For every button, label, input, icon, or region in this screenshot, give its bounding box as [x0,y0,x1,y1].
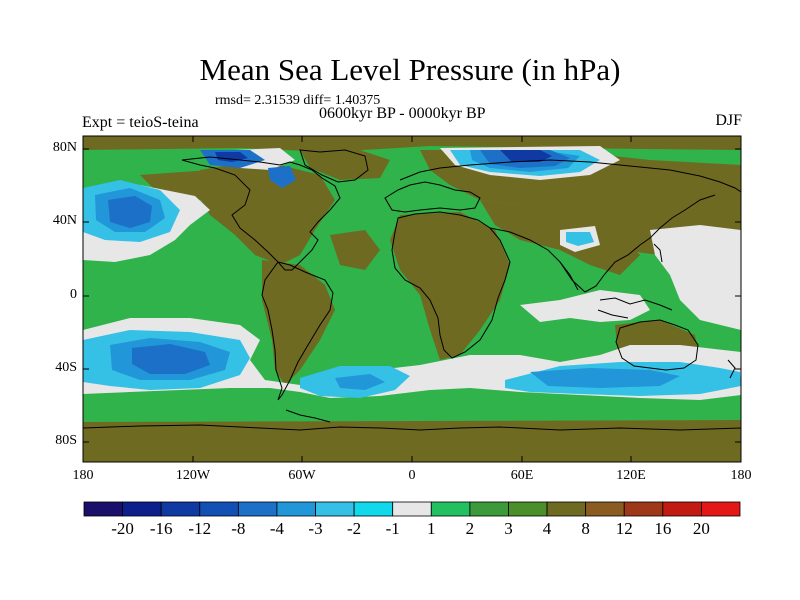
lon-label: 120E [616,468,646,483]
colorbar-swatch [623,501,664,517]
colorbar-swatch [430,501,471,517]
colorbar-label: -2 [347,519,362,538]
colorbar-label: -8 [231,519,246,538]
colorbar-swatch [199,501,239,517]
colorbar-label: -4 [269,519,285,538]
colorbar-swatch [701,501,741,517]
colorbar-swatch [662,501,702,517]
lat-label: 80N [52,140,77,155]
lat-label: 40S [55,360,77,375]
colorbar-label: 12 [615,519,633,538]
colorbar-swatch [122,501,162,517]
lon-label: 120W [175,468,211,483]
colorbar [83,501,741,517]
colorbar-swatch [315,501,355,517]
colorbar-swatch [237,501,278,517]
colorbar-label: -20 [111,519,134,538]
colorbar-swatch [508,501,548,517]
colorbar-swatch [83,501,123,517]
lon-label: 60E [510,468,534,483]
colorbar-label: 16 [654,519,672,538]
colorbar-label: 3 [504,519,513,538]
colorbar-swatch [469,501,509,517]
coastlines [83,149,741,431]
lon-label: 60W [288,468,316,483]
lat-label: 40N [52,213,77,228]
colorbar-swatch [392,501,432,517]
lat-label: 80S [55,433,77,448]
map-field [83,136,741,462]
colorbar-label: -16 [149,519,173,538]
experiment-label: Expt = teioS-teina [82,114,199,131]
colorbar-swatch [546,501,587,517]
colorbar-label: -3 [308,519,323,538]
colorbar-swatch [585,501,625,517]
season-label: DJF [715,112,742,129]
stats-text: rmsd= 2.31539 diff= 1.40375 [215,93,381,108]
chart-title: Mean Sea Level Pressure (in hPa) [199,52,621,87]
colorbar-label: -12 [188,519,212,538]
lon-label: 0 [408,468,416,483]
colorbar-label: 20 [692,519,710,538]
colorbar-label: 1 [427,519,436,538]
axis-ticks [82,136,742,462]
colorbar-label: -1 [385,519,400,538]
colorbar-swatch [276,501,316,517]
lon-label: 180 [730,468,752,483]
colorbar-label: 8 [581,519,590,538]
period-text: 0600kyr BP - 0000kyr BP [319,105,486,122]
colorbar-label: 4 [542,519,552,538]
colorbar-swatch [353,501,394,517]
colorbar-swatch [160,501,201,517]
lon-label: 180 [72,468,94,483]
lat-label: 0 [70,287,77,302]
colorbar-label: 2 [465,519,475,538]
